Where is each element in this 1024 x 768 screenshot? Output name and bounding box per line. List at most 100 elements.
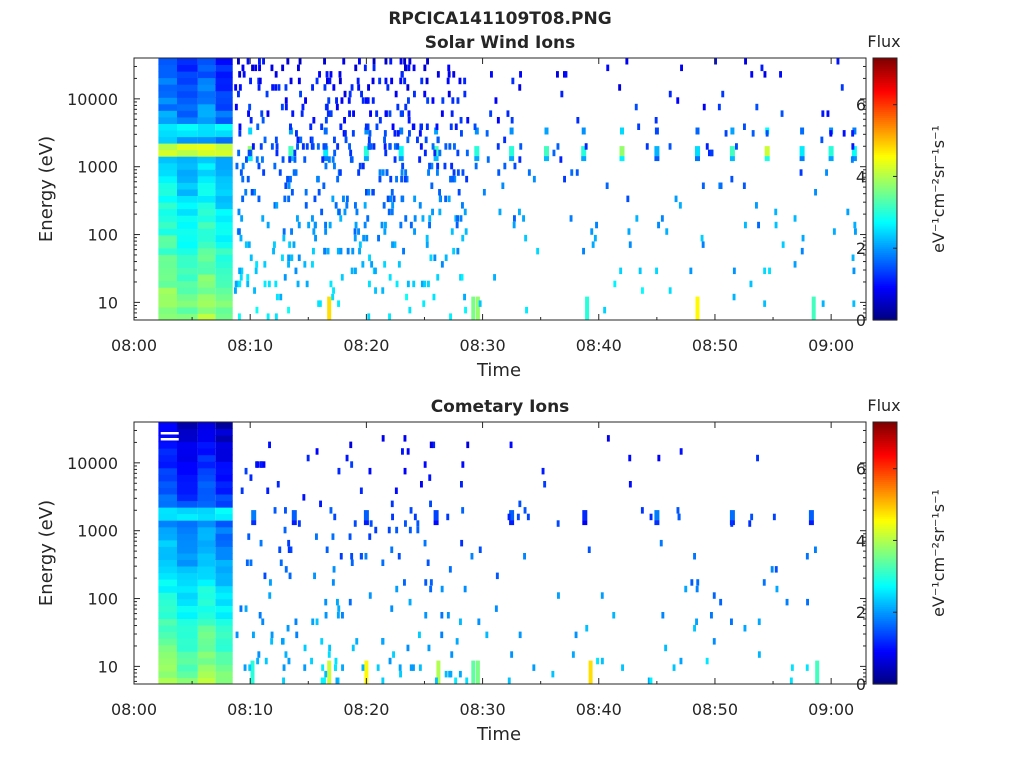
heatmap-cell <box>158 638 177 646</box>
scatter-cell <box>381 435 385 442</box>
scatter-cell <box>413 195 417 203</box>
scatter-cell <box>426 97 430 104</box>
colorbar-swatch <box>873 307 897 311</box>
scatter-cell <box>293 156 297 163</box>
scatter-cell <box>391 241 394 248</box>
hotspot-cell <box>323 127 328 135</box>
scatter-cell <box>406 280 410 288</box>
scatter-cell <box>789 677 793 684</box>
scatter-cell <box>800 247 804 255</box>
scatter-cell <box>282 228 286 235</box>
scatter-cell <box>368 254 371 261</box>
heatmap-cell <box>197 136 216 144</box>
hotspot-cell <box>730 127 735 135</box>
hotspot-cell <box>474 156 480 162</box>
scatter-cell <box>363 221 367 229</box>
scatter-cell <box>655 267 658 275</box>
scatter-cell <box>315 77 319 85</box>
scatter-cell <box>416 136 419 144</box>
colorbar-tick-label: 2 <box>856 239 866 258</box>
hotspot-cell <box>581 127 586 135</box>
scatter-cell <box>595 221 598 229</box>
scatter-cell <box>262 461 266 468</box>
scatter-cell <box>378 169 382 176</box>
hotspot-cell <box>288 127 293 135</box>
burst-cell <box>250 660 255 684</box>
colorbar-swatch <box>873 577 897 581</box>
colorbar-swatch <box>873 641 897 644</box>
scatter-cell <box>284 566 288 573</box>
heatmap-cell <box>177 481 198 488</box>
scatter-cell <box>393 241 397 248</box>
scatter-cell <box>347 97 351 104</box>
scatter-cell <box>336 247 340 255</box>
heatmap-cell <box>215 189 233 196</box>
heatmap-cell <box>177 143 198 151</box>
scatter-cell <box>351 247 355 255</box>
scatter-cell <box>657 221 660 229</box>
colorbar-swatch <box>873 58 897 61</box>
heatmap-cell <box>215 293 233 301</box>
scatter-cell <box>324 598 328 606</box>
scatter-cell <box>361 162 365 170</box>
scatter-cell <box>712 592 716 599</box>
scatter-cell <box>331 533 335 540</box>
scatter-cell <box>321 156 325 163</box>
colorbar-swatch <box>873 563 897 566</box>
scatter-cell <box>626 195 630 203</box>
heatmap-cell <box>177 175 198 183</box>
scatter-cell <box>313 195 317 203</box>
scatter-cell <box>383 143 387 150</box>
scatter-cell <box>407 117 411 124</box>
hotspot-cell <box>619 156 625 162</box>
scatter-cell <box>303 261 307 268</box>
hotspot-cell <box>248 127 253 135</box>
scatter-cell <box>477 618 481 625</box>
hotspot-cell <box>654 510 660 521</box>
heatmap-cell <box>158 130 177 138</box>
scatter-cell <box>383 261 387 268</box>
heatmap-cell <box>197 182 216 190</box>
scatter-cell <box>461 461 465 468</box>
scatter-cell <box>358 241 362 248</box>
scatter-cell <box>732 293 736 301</box>
scatter-cell <box>344 136 348 144</box>
burst-cell <box>364 660 369 684</box>
scatter-cell <box>311 84 314 91</box>
colorbar-swatch <box>873 115 897 118</box>
scatter-cell <box>801 234 805 242</box>
scatter-cell <box>748 520 752 527</box>
x-tick-label: 08:00 <box>111 336 157 355</box>
heatmap-cell <box>215 215 233 223</box>
colorbar-swatch <box>873 96 897 100</box>
y-axis-label: Energy (eV) <box>36 136 57 242</box>
colorbar-swatch <box>873 667 897 671</box>
colorbar-swatch <box>873 166 897 170</box>
scatter-cell <box>372 58 376 65</box>
heatmap-cell <box>158 274 177 282</box>
scatter-cell <box>351 130 355 137</box>
scatter-cell <box>391 513 394 521</box>
heatmap-cell <box>197 254 216 262</box>
scatter-cell <box>310 136 314 144</box>
heatmap-cell <box>215 149 233 157</box>
heatmap-cell <box>197 664 216 672</box>
heatmap-cell <box>215 254 233 262</box>
heatmap-cell <box>215 280 233 288</box>
heatmap-cell <box>197 228 216 236</box>
heatmap-cell <box>197 559 216 567</box>
scatter-cell <box>444 670 448 678</box>
heatmap-cell <box>197 592 216 600</box>
colorbar-swatch <box>873 503 897 507</box>
scatter-cell <box>424 579 428 586</box>
scatter-cell <box>399 221 403 229</box>
heatmap-cell <box>177 539 198 547</box>
colorbar-swatch <box>873 250 897 254</box>
colorbar-swatch <box>873 591 897 595</box>
heatmap-cell <box>197 461 216 469</box>
colorbar-swatch <box>873 438 897 442</box>
scatter-cell <box>329 507 333 514</box>
colorbar-swatch <box>873 481 897 485</box>
heatmap-cell <box>158 77 177 85</box>
scatter-cell <box>297 254 301 261</box>
